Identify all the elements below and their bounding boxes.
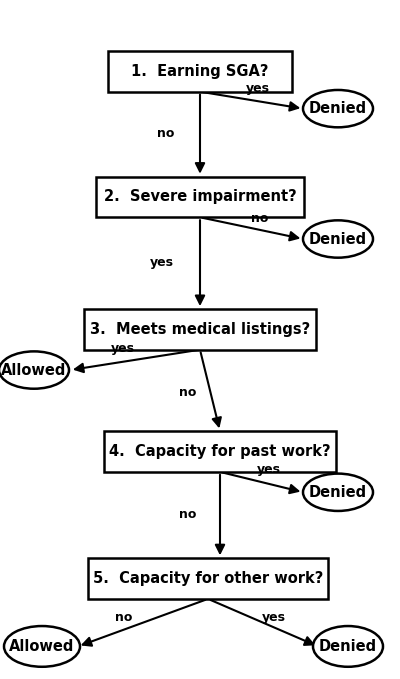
Text: Denied: Denied (319, 639, 377, 654)
Text: 5.  Capacity for other work?: 5. Capacity for other work? (93, 571, 323, 586)
Ellipse shape (313, 626, 383, 667)
Text: no: no (157, 127, 175, 141)
Ellipse shape (303, 474, 373, 511)
Text: no: no (115, 611, 133, 625)
FancyBboxPatch shape (108, 51, 292, 92)
FancyBboxPatch shape (88, 558, 328, 599)
Ellipse shape (303, 220, 373, 258)
Text: Allowed: Allowed (9, 639, 75, 654)
Text: 1.  Earning SGA?: 1. Earning SGA? (131, 64, 269, 79)
Text: no: no (250, 212, 268, 225)
Text: 2.  Severe impairment?: 2. Severe impairment? (104, 189, 296, 204)
Ellipse shape (0, 352, 69, 388)
Text: Denied: Denied (309, 485, 367, 500)
Text: yes: yes (111, 342, 135, 355)
Text: 3.  Meets medical listings?: 3. Meets medical listings? (90, 322, 310, 337)
Ellipse shape (4, 626, 80, 667)
Text: yes: yes (262, 611, 286, 625)
Text: no: no (178, 508, 196, 521)
Text: yes: yes (150, 255, 174, 269)
Text: yes: yes (246, 81, 270, 95)
FancyBboxPatch shape (104, 431, 336, 472)
Text: Denied: Denied (309, 101, 367, 116)
Text: no: no (179, 386, 197, 399)
Text: 4.  Capacity for past work?: 4. Capacity for past work? (109, 444, 331, 459)
Text: Denied: Denied (309, 232, 367, 246)
Text: yes: yes (257, 463, 281, 477)
FancyBboxPatch shape (96, 177, 304, 217)
Text: Allowed: Allowed (1, 363, 67, 378)
Ellipse shape (303, 90, 373, 128)
FancyBboxPatch shape (84, 309, 316, 350)
